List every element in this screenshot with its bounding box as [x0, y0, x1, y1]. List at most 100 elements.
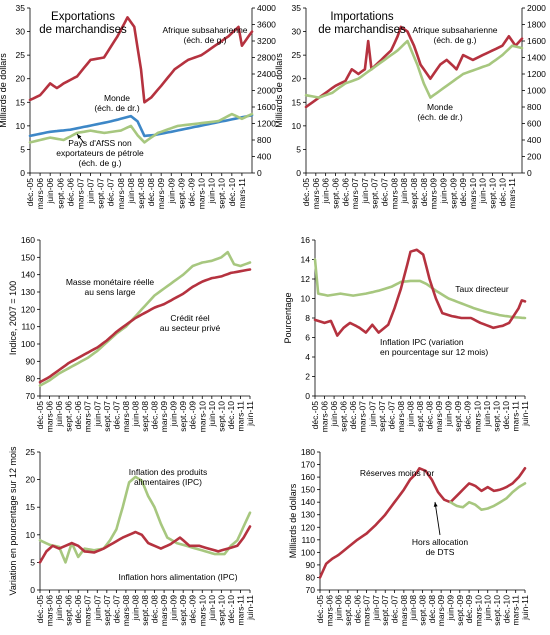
x-tick-label: juin-06: [321, 178, 331, 205]
series-line-0: [318, 467, 527, 579]
y-tick-label-right: 2800: [257, 53, 276, 63]
x-tick-label: juin-09: [438, 178, 448, 205]
y-tick-label: 16: [301, 235, 311, 245]
series-line-2: [28, 112, 254, 144]
x-tick-label: mars-06: [311, 178, 321, 209]
imports-chart: 0 5 10 15 20 25 30 35 0 200 400 600 800 1000 1200 1400 1…: [274, 3, 546, 209]
y-tick-label: 25: [26, 447, 36, 457]
x-tick-label: mars-06: [324, 595, 334, 626]
x-tick-label: déc.-08: [419, 178, 429, 207]
series-line-0: [304, 25, 524, 109]
chart-title: Exportations: [51, 11, 115, 23]
series-line-1: [28, 114, 254, 138]
annotation: (éch. de dr.): [417, 112, 463, 122]
series-line-0: [38, 475, 252, 564]
x-tick-label: déc.-07: [380, 178, 390, 207]
y-tick-label: 20: [292, 74, 302, 84]
x-tick-label: mars-09: [434, 401, 444, 432]
x-tick-label: mars-10: [197, 595, 207, 626]
x-tick-label: sept.-09: [453, 401, 463, 432]
annotation: Pays d'AfSS non: [68, 138, 132, 148]
x-tick-label: sept.-06: [55, 178, 65, 209]
x-tick-label: mars-11: [235, 401, 245, 432]
y-tick-label: 12: [301, 274, 311, 284]
x-tick-label: mars-06: [320, 401, 330, 432]
x-tick-label: mars-10: [472, 401, 482, 432]
x-tick-label: déc.-09: [188, 595, 198, 624]
y-tick-label: 100: [21, 339, 35, 349]
x-tick-label: mars-10: [197, 178, 207, 209]
x-tick-label: juin-10: [207, 595, 217, 622]
x-tick-label: mars-08: [116, 178, 126, 209]
x-tick-label: déc.-10: [226, 401, 236, 430]
series-line-1: [38, 268, 252, 384]
x-tick-label: mars-09: [436, 595, 446, 626]
x-tick-label: juin-10: [478, 178, 488, 205]
x-tick-label: mars-08: [389, 178, 399, 209]
y-tick-label-right: 400: [257, 152, 271, 162]
series-line-1: [449, 482, 527, 511]
chart-title: de marchandises: [39, 24, 127, 36]
y-tick-label: 0: [296, 168, 301, 178]
x-tick-label: déc.-08: [146, 178, 156, 207]
reserves-chart: 70 80 90 100 110 120 130 140 150 160 170 180 déc.-05…: [288, 447, 530, 626]
x-tick-label: mars-07: [350, 178, 360, 209]
y-axis-title: Indice, 2007 = 100: [8, 281, 18, 355]
x-tick-label: mars-07: [83, 595, 93, 626]
y-tick-label: 0: [20, 168, 25, 178]
y-tick-label: 10: [26, 530, 36, 540]
y-tick-label: 150: [301, 485, 315, 495]
x-tick-label: sept.-06: [339, 401, 349, 432]
arrow-head: [433, 502, 438, 507]
x-tick-label: juin-09: [169, 595, 179, 622]
x-tick-label: mars-09: [156, 178, 166, 209]
x-tick-label: juin-07: [92, 401, 102, 428]
x-tick-label: sept.-06: [64, 401, 74, 432]
x-tick-label: sept.-07: [102, 401, 112, 432]
x-tick-label: mars-10: [197, 401, 207, 432]
y-tick-label: 140: [301, 497, 315, 507]
x-tick-label: mars-09: [159, 595, 169, 626]
annotation: Monde: [427, 102, 453, 112]
annotation: Monde: [104, 93, 130, 103]
y-tick-label-right: 4000: [257, 3, 276, 13]
y-tick-label: 70: [26, 391, 36, 401]
y-tick-label: 120: [21, 304, 35, 314]
x-tick-label: déc.-05: [315, 595, 325, 624]
y-tick-label-right: 1400: [527, 53, 546, 63]
x-tick-label: sept.-10: [216, 401, 226, 432]
x-tick-label: déc.-06: [352, 595, 362, 624]
x-tick-label: déc.-10: [497, 178, 507, 207]
x-tick-label: déc.-10: [501, 401, 511, 430]
annotation: Afrique subsaharienne: [162, 25, 247, 35]
annotation: Réserves moins l'or: [360, 468, 435, 478]
x-tick-label: mars-07: [75, 178, 85, 209]
x-tick-label: déc.-06: [73, 401, 83, 430]
x-tick-label: déc.-07: [106, 178, 116, 207]
y-axis-title: Variation en pourcentage sur 12 mois: [8, 446, 18, 595]
x-tick-label: juin-08: [405, 401, 415, 428]
annotation: (éch. de g.): [184, 35, 227, 45]
x-tick-label: juin-06: [334, 595, 344, 622]
x-tick-label: sept.-08: [136, 178, 146, 209]
y-tick-label-right: 1600: [527, 36, 546, 46]
y-tick-label: 20: [26, 475, 36, 485]
y-axis-title: Milliards de dollars: [274, 53, 284, 128]
x-tick-label: juin-10: [483, 595, 493, 622]
y-tick-label: 110: [21, 322, 35, 332]
annotation: au sens large: [84, 287, 135, 297]
y-tick-label: 14: [301, 255, 311, 265]
x-tick-label: déc.-06: [65, 178, 75, 207]
x-tick-label: sept.-08: [418, 595, 428, 626]
y-tick-label: 20: [16, 74, 26, 84]
x-tick-label: mars-09: [429, 178, 439, 209]
y-tick-label-right: 800: [257, 135, 271, 145]
x-tick-label: sept.-08: [140, 401, 150, 432]
x-tick-label: déc.-06: [340, 178, 350, 207]
x-tick-label: déc.-06: [348, 401, 358, 430]
x-tick-label: sept.-07: [377, 401, 387, 432]
x-tick-label: sept.-06: [330, 178, 340, 209]
x-tick-label: mars-08: [399, 595, 409, 626]
annotation: Afrique subsaharienne: [412, 25, 497, 35]
